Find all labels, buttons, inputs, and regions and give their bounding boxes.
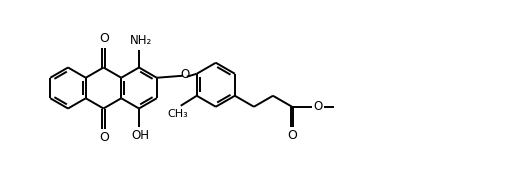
Text: O: O [100, 131, 109, 144]
Text: OH: OH [131, 129, 149, 142]
Text: O: O [100, 32, 109, 45]
Text: O: O [314, 100, 323, 113]
Text: NH₂: NH₂ [130, 34, 152, 47]
Text: CH₃: CH₃ [167, 109, 188, 119]
Text: O: O [180, 68, 190, 81]
Text: O: O [287, 129, 297, 142]
